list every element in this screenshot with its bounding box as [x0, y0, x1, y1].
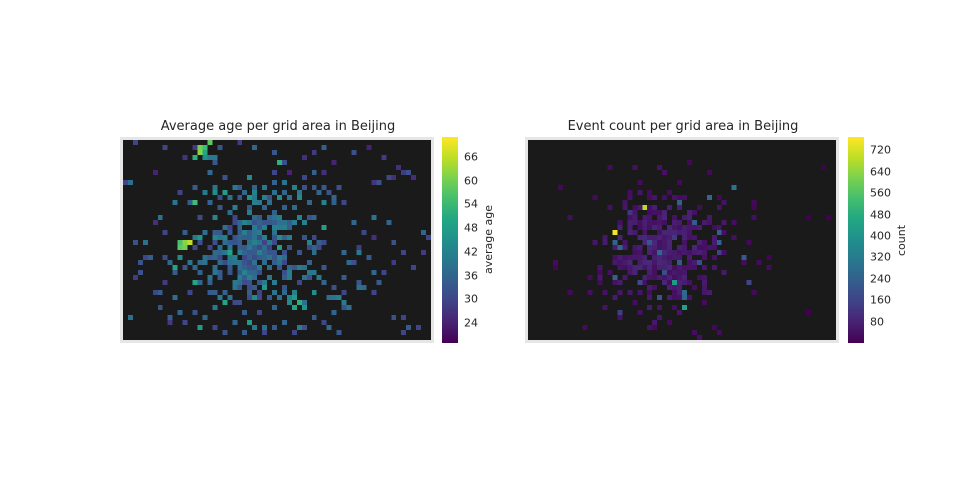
colorbar-label: count — [895, 224, 908, 256]
colorbar-tick-label: 80 — [870, 315, 884, 329]
colorbar-label: average age — [482, 204, 495, 274]
colorbar-tick-label: 720 — [870, 143, 891, 157]
colorbar — [442, 137, 458, 343]
heatmap-plot — [528, 140, 836, 340]
colorbar-tick-label: 640 — [870, 165, 891, 179]
colorbar — [848, 137, 864, 343]
colorbar-tick-label: 48 — [464, 221, 478, 235]
colorbar-tick-label: 30 — [464, 292, 478, 306]
colorbar-tick-label: 160 — [870, 293, 891, 307]
chart-title: Average age per grid area in Beijing — [160, 119, 396, 134]
colorbar-tick-label: 42 — [464, 245, 478, 259]
colorbar-tick-label: 560 — [870, 186, 891, 200]
colorbar-tick-label: 60 — [464, 174, 478, 188]
chart-title: Event count per grid area in Beijing — [567, 119, 799, 134]
colorbar-tick-label: 36 — [464, 269, 478, 283]
colorbar-tick-label: 320 — [870, 250, 891, 264]
colorbar-tick-label: 66 — [464, 150, 478, 164]
colorbar-tick-label: 240 — [870, 272, 891, 286]
colorbar-tick-label: 54 — [464, 197, 478, 211]
colorbar-tick-label: 480 — [870, 208, 891, 222]
colorbar-tick-label: 24 — [464, 316, 478, 330]
colorbar-tick-label: 400 — [870, 229, 891, 243]
heatmap-plot — [123, 140, 431, 340]
